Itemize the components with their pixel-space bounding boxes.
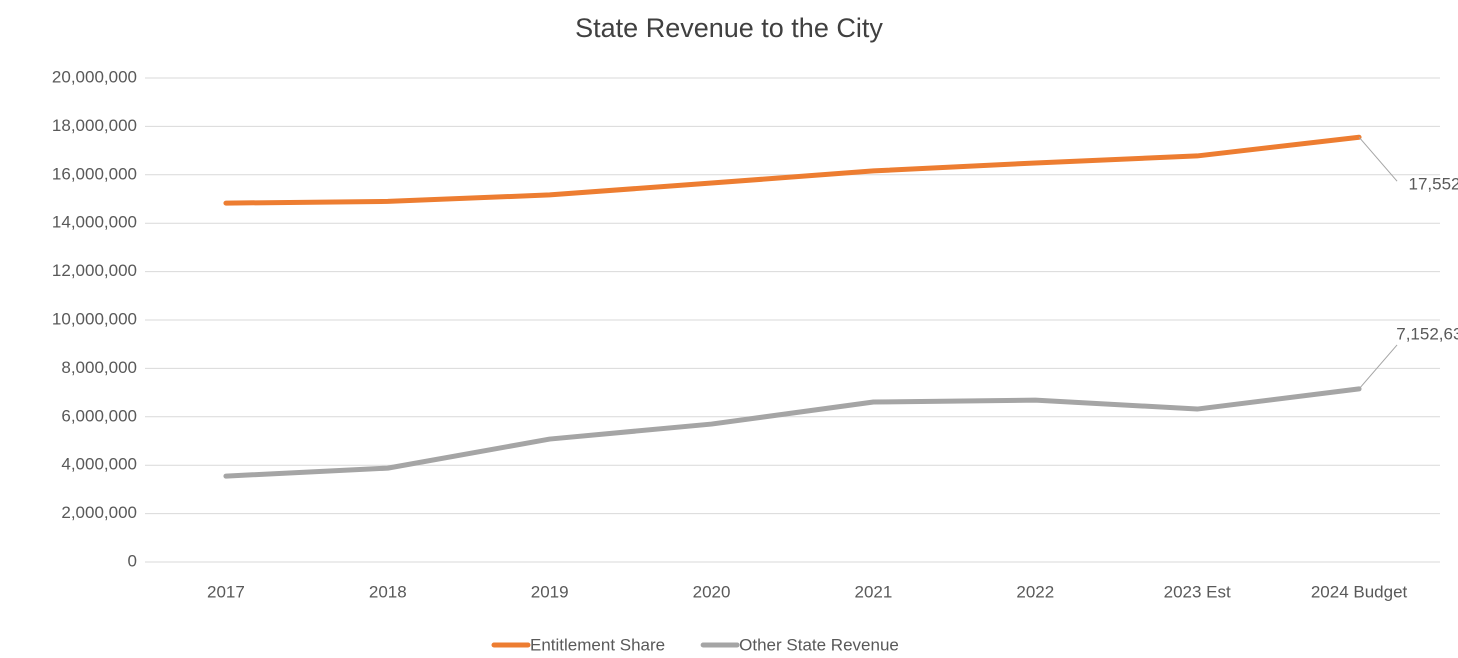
x-tick-label: 2020	[693, 582, 731, 601]
y-tick-label: 2,000,000	[61, 503, 137, 522]
y-tick-label: 4,000,000	[61, 455, 137, 474]
x-tick-label: 2022	[1016, 582, 1054, 601]
x-tick-label: 2023 Est	[1164, 582, 1231, 601]
legend-label: Entitlement Share	[530, 635, 665, 654]
chart-title: State Revenue to the City	[575, 13, 883, 43]
label-leader	[1358, 344, 1398, 390]
y-tick-label: 8,000,000	[61, 358, 137, 377]
x-tick-label: 2019	[531, 582, 569, 601]
y-tick-label: 10,000,000	[52, 309, 137, 328]
y-tick-label: 16,000,000	[52, 164, 137, 183]
y-tick-label: 20,000,000	[52, 67, 137, 86]
x-tick-label: 2021	[855, 582, 893, 601]
y-tick-label: 12,000,000	[52, 261, 137, 280]
y-tick-label: 14,000,000	[52, 213, 137, 232]
data-label: 17,552,846	[1409, 175, 1458, 194]
label-leader	[1358, 136, 1398, 182]
y-tick-label: 18,000,000	[52, 116, 137, 135]
series-line	[223, 134, 1362, 206]
y-tick-label: 0	[128, 551, 137, 570]
data-label: 7,152,633	[1396, 324, 1458, 343]
legend-label: Other State Revenue	[739, 635, 899, 654]
x-tick-label: 2024 Budget	[1311, 582, 1408, 601]
series-line	[223, 386, 1362, 479]
x-tick-label: 2017	[207, 582, 245, 601]
y-tick-label: 6,000,000	[61, 406, 137, 425]
x-tick-label: 2018	[369, 582, 407, 601]
